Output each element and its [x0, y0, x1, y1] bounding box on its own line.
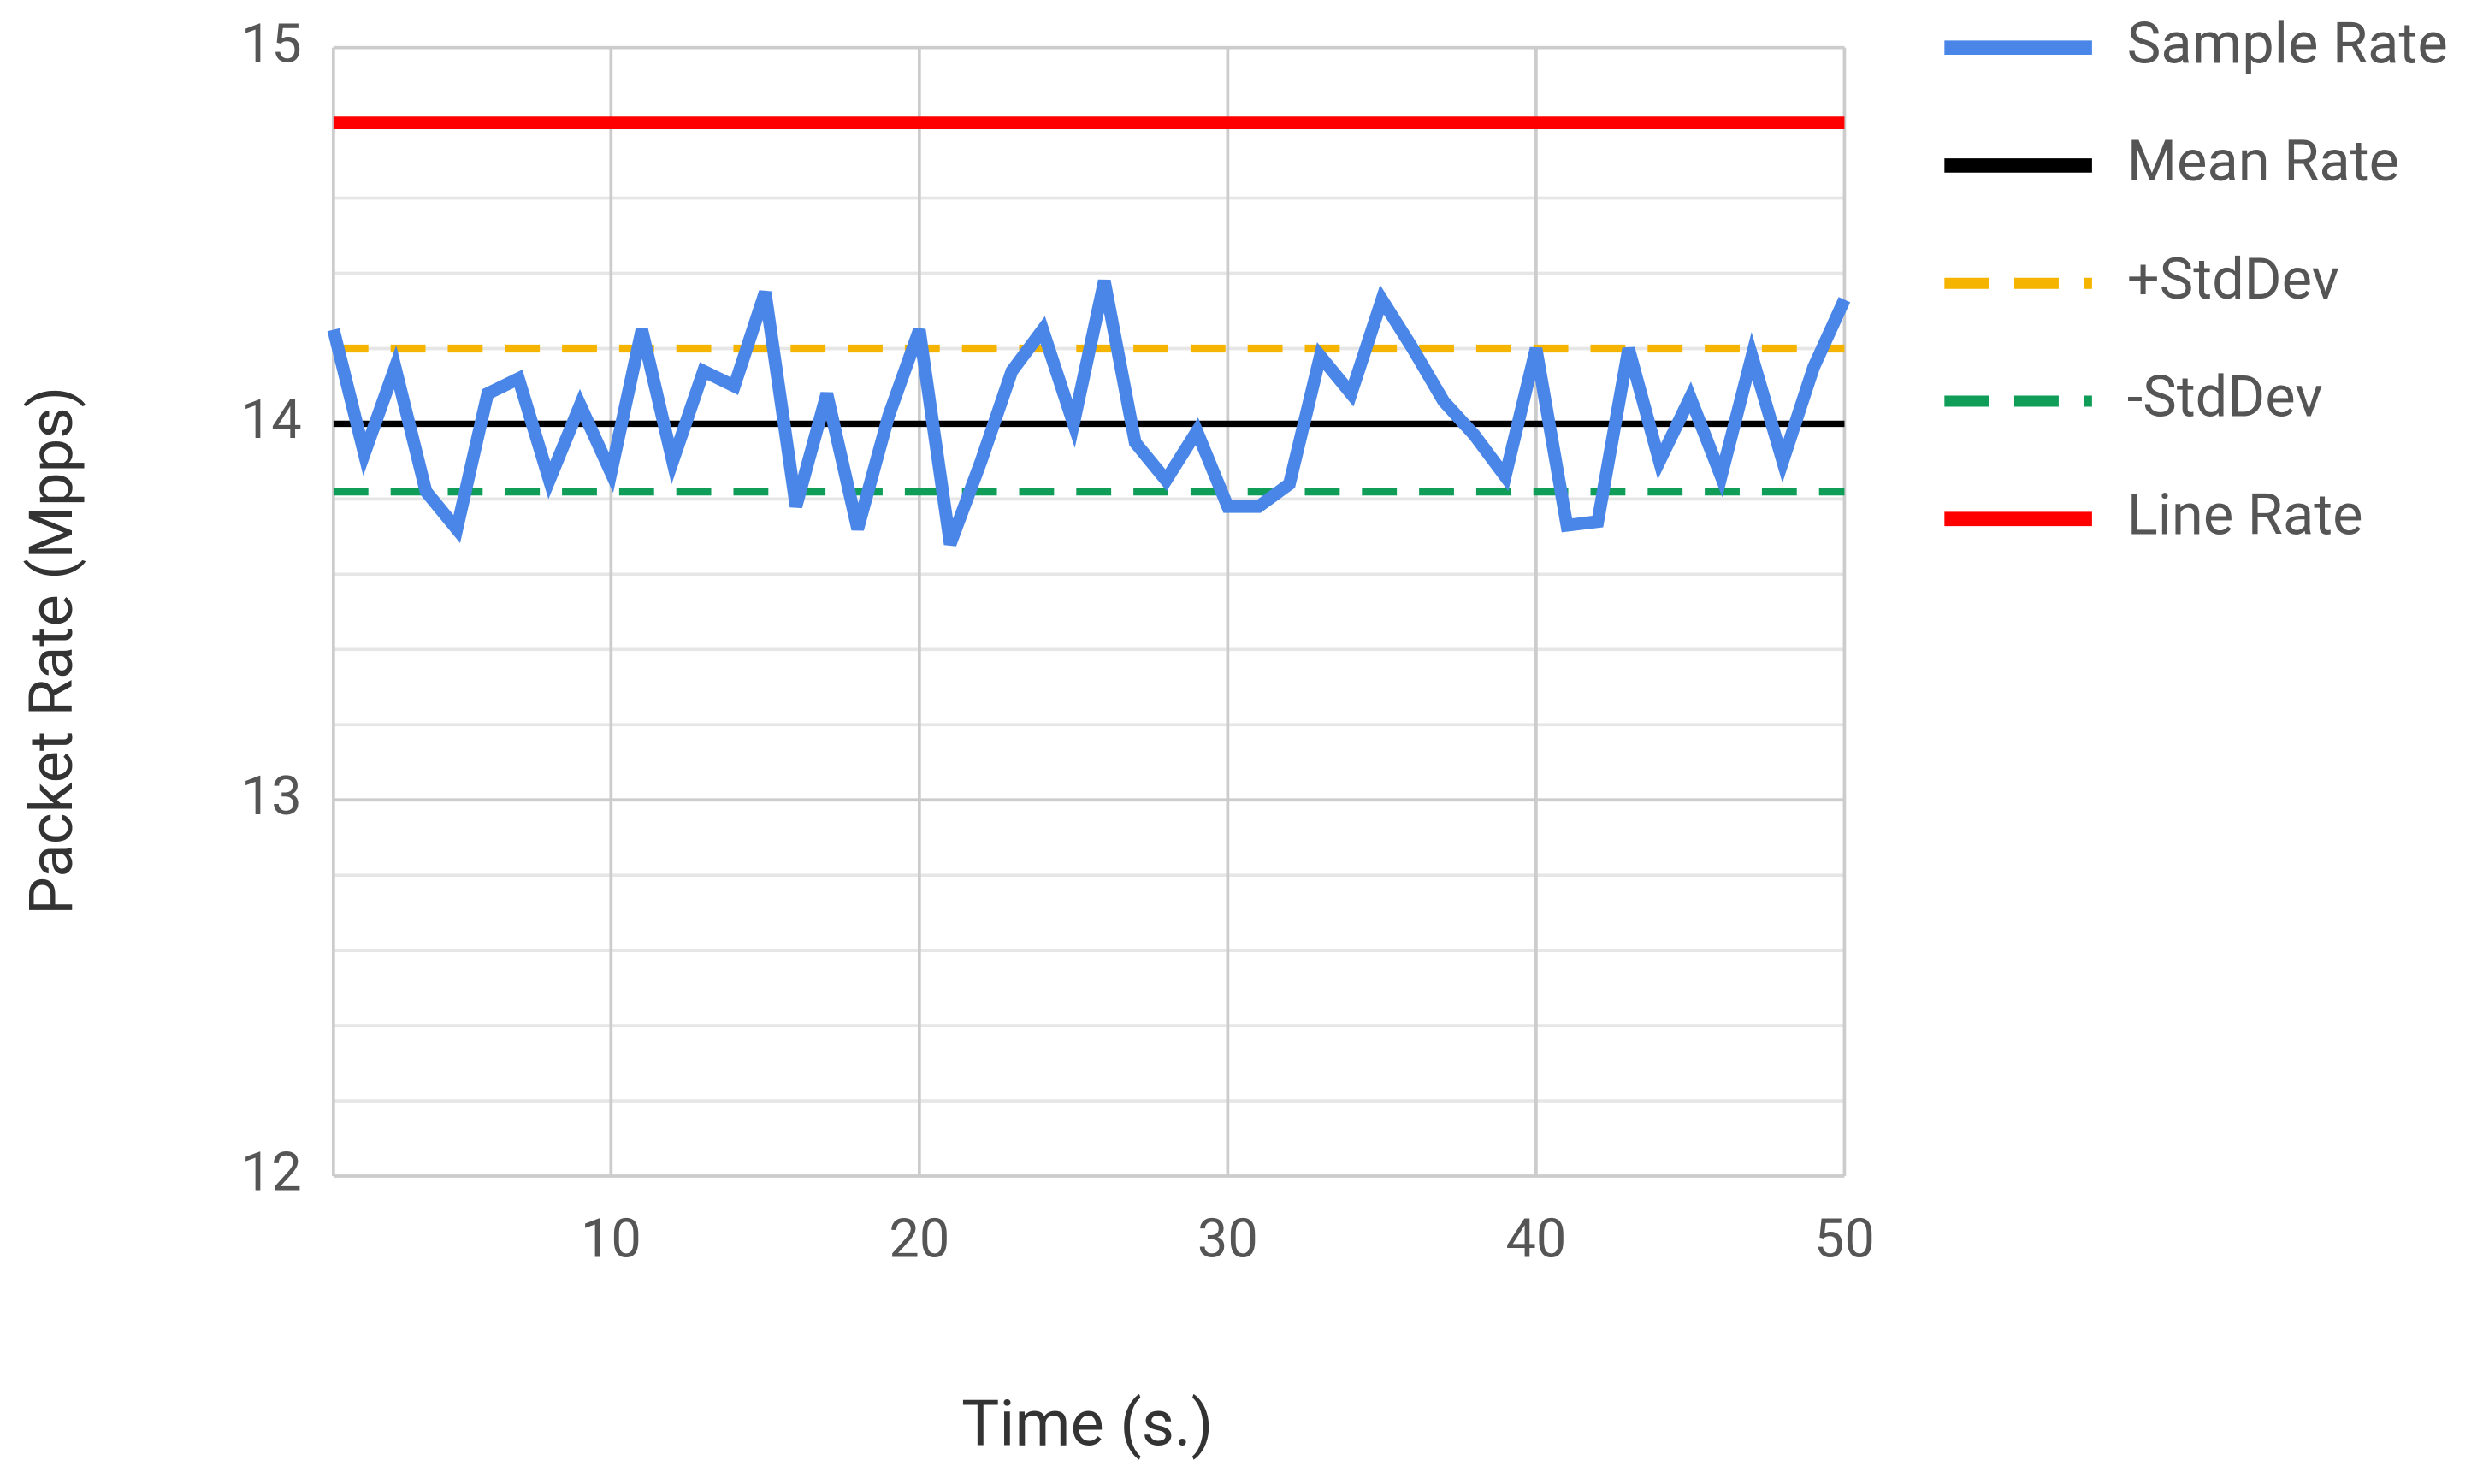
y-tick-label: 14 [241, 388, 302, 452]
legend-label: Sample Rate [2127, 10, 2448, 77]
legend-label: Mean Rate [2127, 128, 2399, 195]
y-tick-label: 13 [241, 765, 302, 828]
x-tick-label: 50 [1814, 1208, 1875, 1271]
x-tick-label: 10 [581, 1208, 641, 1271]
legend-label: -StdDev [2127, 364, 2323, 431]
x-tick-label: 30 [1197, 1208, 1258, 1271]
legend-label: +StdDev [2127, 246, 2339, 313]
y-tick-label: 12 [241, 1141, 302, 1204]
x-tick-label: 40 [1505, 1208, 1566, 1271]
x-tick-label: 20 [889, 1208, 949, 1271]
legend-label: Line Rate [2127, 482, 2363, 548]
y-axis-label: Packet Rate (Mpps) [17, 387, 87, 915]
y-tick-label: 15 [241, 12, 302, 75]
x-axis-label: Time (s.) [961, 1387, 1213, 1462]
series-line [327, 279, 1851, 547]
